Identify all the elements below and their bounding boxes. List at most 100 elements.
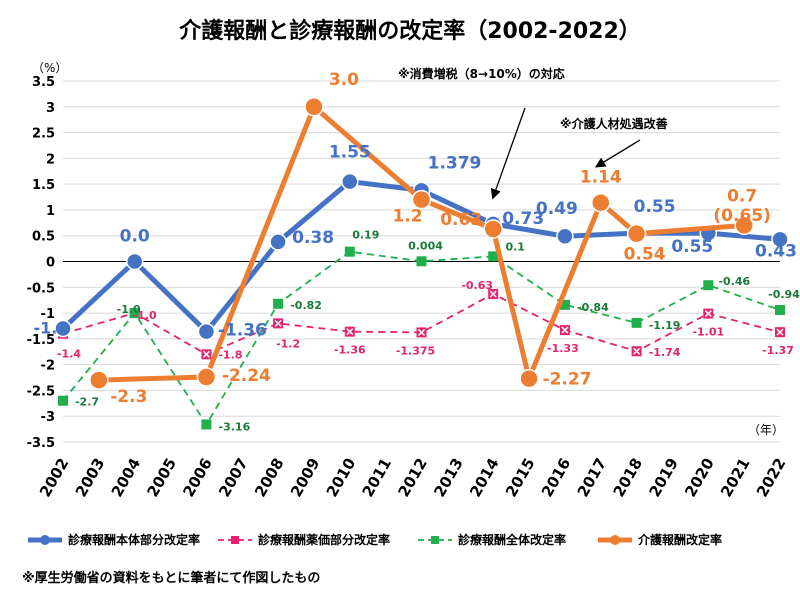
chart-title: 介護報酬と診療報酬の改定率（2002-2022） — [178, 18, 641, 44]
data-point — [631, 317, 642, 328]
data-point — [519, 368, 539, 389]
legend-label: 診療報酬薬価部分改定率 — [258, 532, 390, 547]
data-point — [775, 327, 785, 338]
legend-marker — [231, 536, 239, 544]
data-label: 0.38 — [292, 228, 334, 248]
data-label: -1.375 — [396, 344, 435, 357]
legend-item: 診療報酬本体部分改定率 — [28, 532, 200, 547]
legend-marker — [40, 535, 50, 545]
data-point — [703, 308, 714, 319]
data-point — [559, 299, 570, 310]
data-point-cross — [704, 310, 712, 318]
data-point — [89, 370, 109, 390]
data-label: 0.004 — [408, 239, 443, 252]
data-label: -1.0 — [133, 309, 157, 322]
data-label: -2.24 — [222, 366, 271, 386]
data-point-cross — [417, 328, 426, 336]
series-line — [62, 250, 781, 426]
data-label: -2.27 — [543, 370, 592, 390]
footnote: ※厚生労働省の資料をもとに筆者にて作図したもの — [22, 570, 320, 586]
series-3 — [89, 97, 754, 390]
x-tick-label: 2003 — [72, 455, 108, 500]
data-point — [58, 395, 68, 406]
y-tick-label: -0.5 — [27, 281, 55, 296]
data-label: -1.2 — [276, 337, 300, 350]
data-point — [304, 97, 324, 117]
data-label: -1.8 — [218, 348, 242, 361]
x-tick-label: 2007 — [215, 455, 251, 500]
data-label: 3.0 — [329, 70, 359, 90]
data-label: 0.0 — [120, 227, 150, 247]
y-axis-unit: （%） — [32, 61, 67, 75]
data-label: 0.1 — [505, 240, 525, 253]
y-tick-label: 1.5 — [32, 178, 55, 193]
x-tick-label: 2015 — [502, 455, 538, 500]
series-line — [62, 293, 781, 356]
data-point — [197, 322, 216, 341]
data-label: -2.7 — [75, 396, 99, 409]
annotation-text: ※介護人材処遇改善 — [560, 116, 668, 131]
legend-label: 診療報酬全体改定率 — [458, 532, 566, 547]
data-label: 0.7 — [727, 186, 757, 206]
data-label: 0.55 — [671, 237, 713, 257]
data-label: -0.46 — [718, 275, 750, 288]
data-point — [591, 192, 611, 213]
data-point — [201, 349, 212, 360]
annotations: ※消費増税（8→10%）の対応 ※介護人材処遇改善 — [398, 66, 668, 200]
x-axis-unit: （年） — [748, 423, 784, 437]
legend: 診療報酬本体部分改定率 診療報酬薬価部分改定率 診療報酬全体改定率 介護報酬改定率 — [28, 532, 722, 547]
x-tick-label: 2019 — [645, 455, 681, 500]
data-point — [196, 367, 217, 387]
y-axis-ticks: 3.5 3 2.5 2 1.5 1 0.5 0 -0.5 -1 -1.5 -2 -2.5 -3 -3.5 — [27, 75, 55, 451]
data-point — [411, 189, 432, 210]
y-tick-label: -1.5 — [27, 333, 55, 348]
data-label: -1.0 — [117, 303, 141, 316]
data-label: -1.4 — [57, 348, 81, 361]
data-label: -1.36 — [218, 321, 267, 341]
x-tick-label: 2008 — [251, 455, 287, 500]
data-point — [269, 233, 287, 251]
data-label: 0.54 — [624, 245, 666, 265]
data-label: -3.16 — [219, 420, 251, 433]
y-tick-label: 2.5 — [32, 127, 55, 142]
y-tick-label: 3 — [46, 101, 55, 116]
x-tick-label: 2017 — [574, 455, 610, 500]
data-point — [129, 308, 140, 319]
data-point — [488, 288, 499, 299]
data-label: 0.19 — [352, 229, 379, 242]
data-label: 0.73 — [502, 209, 544, 229]
legend-item: 診療報酬薬価部分改定率 — [218, 532, 390, 547]
data-label: 0.63 — [440, 210, 482, 230]
legend-label: 診療報酬本体部分改定率 — [68, 532, 200, 547]
data-point — [488, 251, 499, 262]
data-point — [125, 252, 144, 271]
data-label: -0.94 — [768, 288, 800, 301]
data-point — [273, 298, 284, 309]
data-point — [54, 319, 72, 338]
data-label: 0.55 — [634, 197, 676, 217]
x-tick-label: 2009 — [287, 455, 323, 500]
annotation-arrow — [594, 139, 641, 168]
y-tick-label: -3 — [41, 410, 55, 425]
data-point — [344, 326, 355, 337]
data-point-cross — [274, 319, 282, 327]
x-tick-label: 2018 — [610, 455, 646, 500]
data-point — [631, 346, 642, 357]
x-tick-label: 2016 — [538, 455, 574, 500]
x-tick-label: 2004 — [108, 455, 144, 500]
data-point — [416, 327, 427, 338]
data-point-cross — [202, 350, 210, 358]
data-point — [703, 280, 714, 291]
annotation-text: ※消費増税（8→10%）の対応 — [398, 66, 565, 81]
annotation-arrow — [490, 107, 526, 200]
data-point — [344, 246, 355, 257]
y-tick-label: 2 — [46, 152, 55, 167]
x-tick-label: 2020 — [681, 455, 717, 500]
y-tick-label: -2 — [41, 359, 55, 374]
legend-label: 介護報酬改定率 — [637, 532, 722, 547]
data-point — [201, 419, 212, 430]
data-point-cross — [776, 328, 784, 336]
data-point-cross — [346, 328, 354, 336]
y-tick-label: 0 — [46, 256, 55, 271]
y-tick-label: 3.5 — [32, 75, 55, 90]
